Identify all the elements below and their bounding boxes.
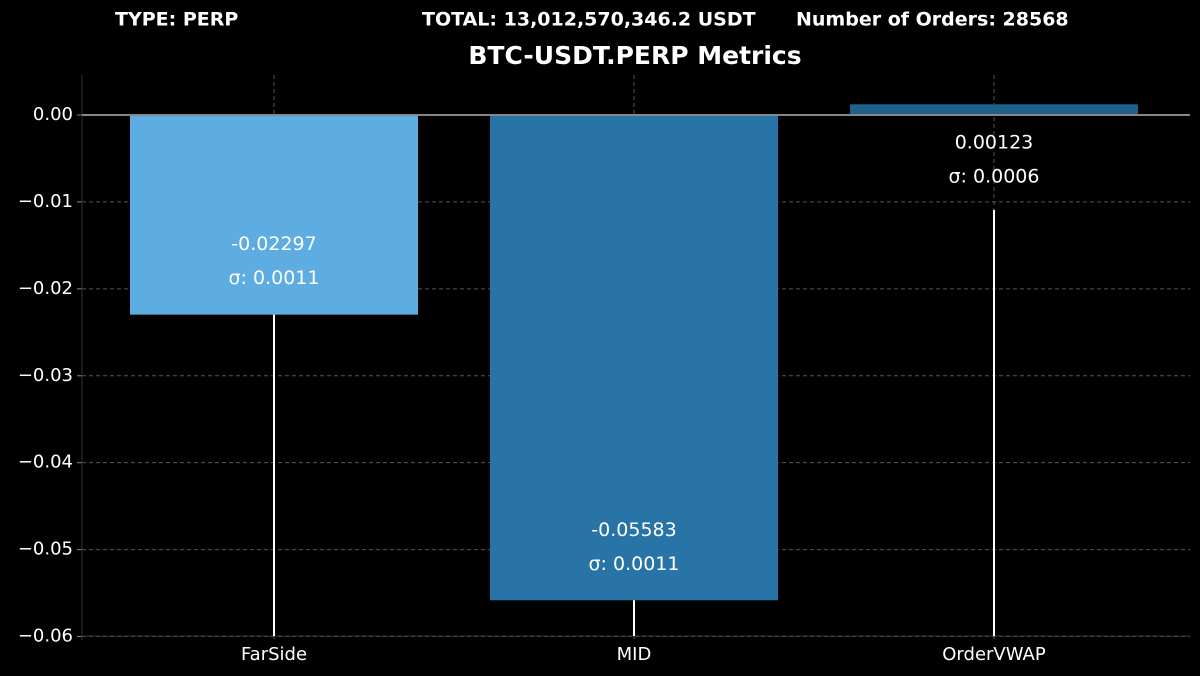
y-tick-label: −0.02 [18,278,73,299]
chart-title: BTC-USDT.PERP Metrics [468,41,801,70]
y-tick-label: −0.05 [18,539,73,560]
y-tick-label: −0.01 [18,191,73,212]
bar [850,104,1138,115]
y-tick-label: 0.00 [33,104,73,125]
x-tick-label: OrderVWAP [942,644,1046,665]
x-tick-label: MID [617,644,652,665]
header-orders: Number of Orders: 28568 [796,9,1069,31]
error-label: σ: 0.0006 [949,165,1040,187]
header-total: TOTAL: 13,012,570,346.2 USDT [422,9,756,31]
y-tick-label: −0.06 [18,626,73,647]
x-tick-label: FarSide [241,644,307,665]
y-tick-label: −0.04 [18,452,73,473]
header-type: TYPE: PERP [115,9,238,31]
bar [130,114,418,315]
bar [490,114,778,601]
error-label: σ: 0.0011 [589,553,680,575]
value-label: -0.02297 [231,233,316,255]
y-tick-label: −0.03 [18,365,73,386]
value-label: -0.05583 [591,519,676,541]
error-label: σ: 0.0011 [229,267,320,289]
value-label: 0.00123 [955,131,1034,153]
